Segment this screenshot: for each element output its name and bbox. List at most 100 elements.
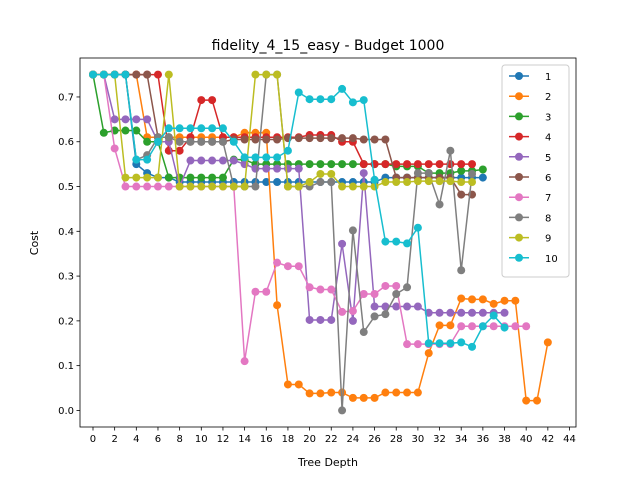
x-tick-label: 32 xyxy=(433,434,446,445)
data-point xyxy=(446,339,455,348)
data-point xyxy=(392,302,401,311)
data-point xyxy=(197,156,206,165)
data-point xyxy=(338,160,347,169)
x-tick-label: 6 xyxy=(155,434,161,445)
data-point xyxy=(392,290,401,298)
data-point xyxy=(251,153,260,162)
data-point xyxy=(294,380,303,389)
data-point xyxy=(164,182,173,191)
data-point xyxy=(489,299,498,308)
data-point xyxy=(305,95,314,104)
y-tick-label: 0.6 xyxy=(58,137,74,148)
data-point xyxy=(359,169,368,178)
data-point xyxy=(229,137,238,146)
data-point xyxy=(348,316,357,325)
data-point xyxy=(294,262,303,271)
data-point xyxy=(316,389,325,398)
x-tick-label: 10 xyxy=(195,434,208,445)
legend-marker-10 xyxy=(515,253,523,262)
data-point xyxy=(121,115,130,124)
data-point xyxy=(413,223,422,232)
data-point xyxy=(132,126,141,135)
legend-marker-5 xyxy=(515,152,523,161)
data-point xyxy=(435,160,444,169)
data-point xyxy=(262,164,271,173)
data-point xyxy=(543,338,552,347)
data-point xyxy=(468,160,477,169)
data-point xyxy=(403,160,412,169)
data-point xyxy=(359,182,368,191)
data-point xyxy=(359,328,368,337)
data-point xyxy=(392,160,401,169)
data-point xyxy=(348,134,357,143)
data-point xyxy=(370,135,379,144)
x-tick-label: 34 xyxy=(455,434,468,445)
data-point xyxy=(370,312,379,321)
data-point xyxy=(121,70,130,79)
data-point xyxy=(121,182,130,191)
legend-label-7: 7 xyxy=(545,193,551,204)
data-point xyxy=(511,322,520,331)
data-point xyxy=(435,321,444,330)
data-point xyxy=(283,164,292,173)
data-point xyxy=(208,96,217,105)
data-point xyxy=(197,137,206,146)
data-point xyxy=(500,323,509,332)
data-point xyxy=(294,164,303,173)
data-point xyxy=(381,281,390,290)
x-tick-label: 30 xyxy=(412,434,425,445)
data-point xyxy=(186,124,195,133)
data-point xyxy=(348,226,357,235)
data-point xyxy=(251,287,260,296)
data-point xyxy=(424,339,433,348)
data-point xyxy=(262,287,271,296)
y-tick-label: 0.0 xyxy=(58,406,74,417)
chart-title: fidelity_4_15_easy - Budget 1000 xyxy=(212,38,445,54)
data-point xyxy=(175,124,184,133)
axes-frame xyxy=(79,57,577,428)
data-point xyxy=(370,290,379,298)
data-point xyxy=(522,396,531,405)
data-point xyxy=(305,160,314,169)
data-point xyxy=(143,137,152,146)
data-point xyxy=(370,393,379,402)
data-point xyxy=(316,95,325,104)
data-point xyxy=(392,281,401,290)
plot-area: 0 2 4 6 8 10 12 14 16 18 20 22 24 26 28 30 32 34 36 38 40 42 4… xyxy=(58,57,577,445)
data-point xyxy=(316,134,325,143)
data-point xyxy=(413,388,422,397)
data-point xyxy=(327,169,336,178)
data-point xyxy=(457,322,466,331)
data-point xyxy=(359,135,368,144)
legend-marker-4 xyxy=(515,132,523,141)
data-point xyxy=(446,308,455,317)
data-point xyxy=(457,308,466,317)
data-point xyxy=(338,84,347,93)
data-point xyxy=(403,388,412,397)
x-tick-label: 22 xyxy=(325,434,338,445)
data-point xyxy=(143,182,152,191)
legend: 1 2 3 4 5 6 7 8 9 10 xyxy=(501,64,570,278)
data-point xyxy=(186,182,195,191)
data-point xyxy=(500,308,509,317)
x-tick-label: 12 xyxy=(217,434,230,445)
data-point xyxy=(348,182,357,191)
data-point xyxy=(283,380,292,389)
data-point xyxy=(413,160,422,169)
legend-marker-3 xyxy=(515,112,523,121)
data-point xyxy=(478,173,487,182)
data-point xyxy=(99,70,108,79)
data-point xyxy=(327,285,336,294)
data-point xyxy=(327,315,336,324)
data-point xyxy=(110,144,119,153)
x-tick-label: 14 xyxy=(238,434,251,445)
data-point xyxy=(197,182,206,191)
data-point xyxy=(316,169,325,178)
data-point xyxy=(403,239,412,248)
data-point xyxy=(327,388,336,397)
legend-label-4: 4 xyxy=(545,133,551,144)
data-point xyxy=(294,182,303,191)
data-point xyxy=(327,134,336,143)
data-point xyxy=(468,308,477,317)
